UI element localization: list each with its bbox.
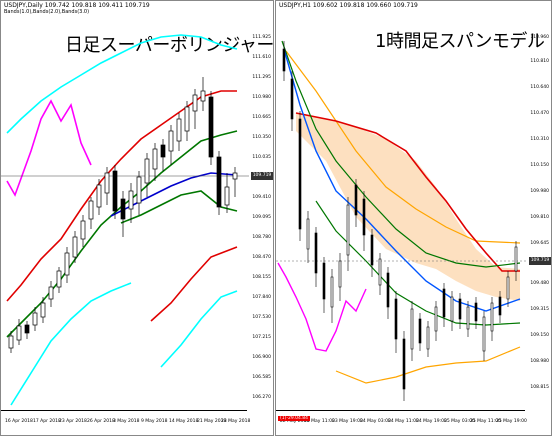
lagging-line: [6, 99, 92, 197]
chart-symbol-label: USDJPY,H1 109.602 109.818 109.660 109.71…: [279, 2, 418, 9]
candlesticks: [282, 41, 518, 401]
price-axis[interactable]: 111.925 111.610 111.295 110.980 110.665 …: [251, 35, 273, 400]
sigma1-upper-line: [281, 40, 521, 268]
lagging-line: [277, 262, 367, 352]
current-price-tag: 109.719: [251, 172, 273, 180]
chart-overlay-title: 日足スーパーボリンジャー: [65, 35, 274, 56]
hourly-price-plot[interactable]: [276, 1, 526, 409]
price-axis[interactable]: 110.960 110.810 110.640 110.470 110.310 …: [529, 35, 551, 390]
band-minus3-line: [160, 290, 238, 368]
middle-line: [283, 48, 521, 312]
band-minus3-left-line: [10, 282, 132, 406]
indicator-label: Bands(1.0),Bands(2.0),Bands(3.0): [4, 9, 90, 15]
span-cloud: [296, 113, 520, 301]
chart-overlay-title: 1時間足スパンモデル: [375, 31, 545, 52]
span-a-line: [295, 112, 520, 272]
chart-symbol-label: USDJPY,Daily 109.742 109.818 109.411 109…: [4, 2, 150, 9]
time-axis[interactable]: 22 May 2018 23 May 11:00 23 May 19:00 24…: [276, 410, 527, 435]
daily-chart-window[interactable]: USDJPY,Daily 109.742 109.818 109.411 109…: [0, 0, 274, 436]
time-axis[interactable]: 16 Apr 2018 17 Apr 2018 23 Apr 2018 26 A…: [1, 410, 250, 435]
band-minus2-line: [150, 246, 238, 322]
candlesticks: [8, 77, 238, 353]
hourly-chart-window[interactable]: USDJPY,H1 109.602 109.818 109.660 109.71…: [275, 0, 552, 436]
current-price-tag: 109.719: [529, 257, 551, 265]
status-badge: (1)-29.04.84: [278, 416, 311, 421]
daily-price-plot[interactable]: [1, 1, 249, 409]
sigma3-upper-line: [285, 50, 521, 244]
band-plus3-line: [6, 34, 238, 134]
sigma3-lower-line: [335, 346, 521, 384]
sigma1-lower-line: [315, 200, 521, 326]
band-plus2-line: [6, 90, 237, 302]
